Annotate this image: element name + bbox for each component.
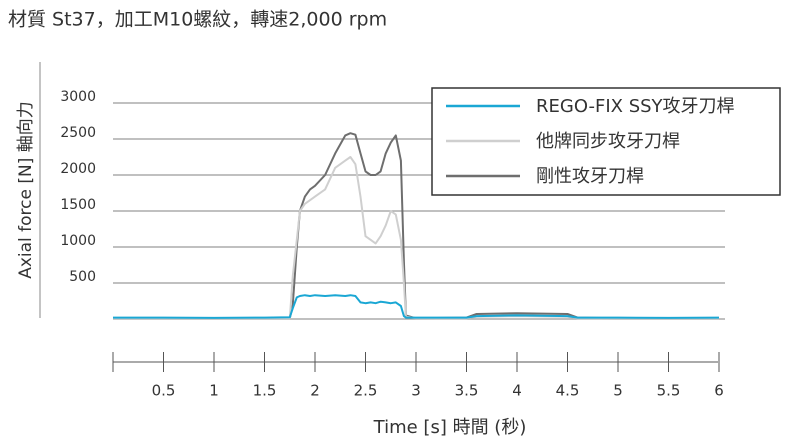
x-tick-label: 4 bbox=[512, 382, 522, 400]
y-tick-label: 1000 bbox=[60, 233, 96, 249]
x-tick-label: 2 bbox=[310, 382, 320, 400]
chart-title: 材質 St37，加工M10螺紋，轉速2,000 rpm bbox=[8, 9, 387, 31]
legend-label: 他牌同步攻牙刀桿 bbox=[536, 131, 680, 152]
x-tick-label: 6 bbox=[714, 382, 724, 400]
x-axis-label: Time [s] 時間 (秒) bbox=[373, 417, 527, 438]
y-axis-label: Axial force [N] 軸向力 bbox=[16, 101, 36, 279]
y-tick-label: 1500 bbox=[60, 197, 96, 213]
legend-label: 剛性攻牙刀桿 bbox=[536, 166, 644, 187]
x-tick-label: 1.5 bbox=[253, 382, 277, 400]
y-tick-label: 3000 bbox=[60, 89, 96, 105]
series-line bbox=[113, 132, 719, 320]
x-tick-label: 4.5 bbox=[556, 382, 580, 400]
x-tick-label: 3 bbox=[411, 382, 421, 400]
legend-label: REGO-FIX SSY攻牙刀桿 bbox=[536, 96, 735, 117]
series-line bbox=[113, 294, 720, 319]
y-tick-label: 2500 bbox=[60, 125, 96, 141]
x-tick-label: 2.5 bbox=[354, 382, 378, 400]
x-tick-label: 5 bbox=[613, 382, 623, 400]
x-tick-label: 0.5 bbox=[152, 382, 176, 400]
x-tick-label: 3.5 bbox=[455, 382, 479, 400]
y-tick-label: 500 bbox=[69, 269, 96, 285]
x-tick-label: 5.5 bbox=[657, 382, 681, 400]
x-tick-label: 1 bbox=[209, 382, 219, 400]
y-tick-label: 2000 bbox=[60, 161, 96, 177]
